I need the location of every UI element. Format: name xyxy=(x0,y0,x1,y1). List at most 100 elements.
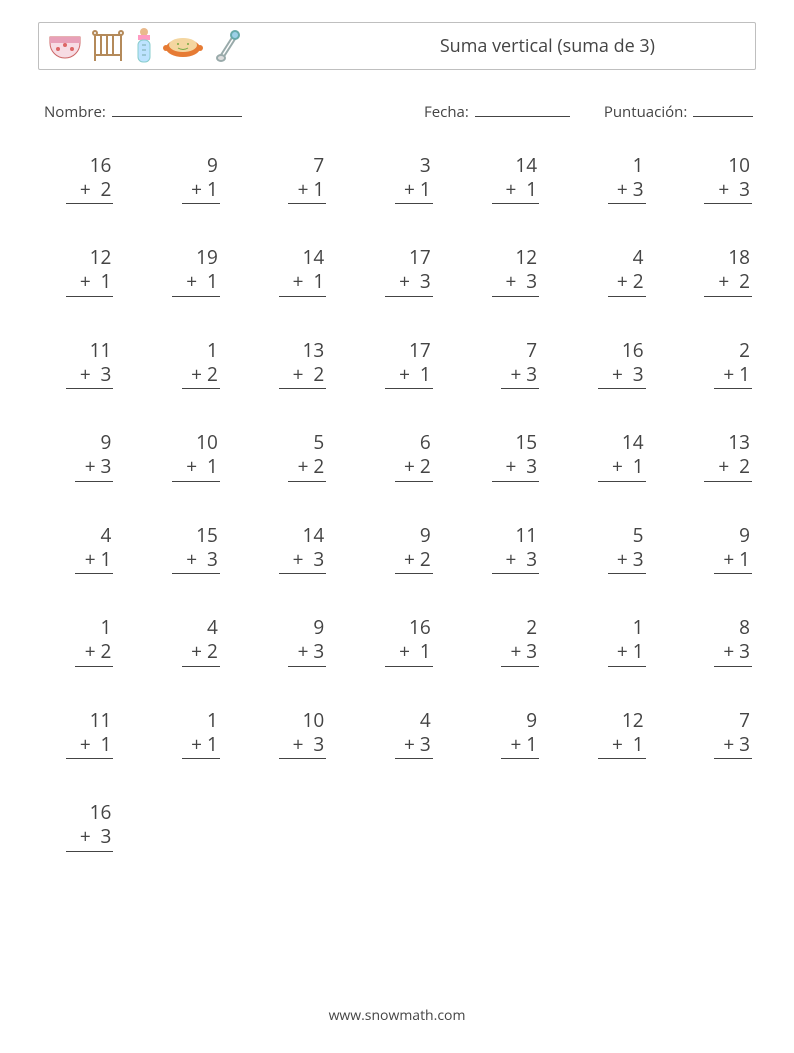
problem-cell: 2+ 1 xyxy=(681,339,752,390)
addend-top: 7 xyxy=(288,154,326,178)
problem-cell: 17+ 3 xyxy=(361,246,432,297)
addend-bottom: + 2 xyxy=(608,270,646,297)
addend-bottom: + 2 xyxy=(182,363,220,390)
addend-top: 15 xyxy=(492,431,540,455)
safety-pin-icon xyxy=(211,28,243,64)
header-bar: Suma vertical (suma de 3) xyxy=(38,22,756,70)
problem-cell: 16+ 3 xyxy=(574,339,645,390)
addend-bottom: + 3 xyxy=(288,640,326,667)
problem-cell: 10+ 1 xyxy=(148,431,219,482)
addend-top: 11 xyxy=(66,709,114,733)
addend-bottom: + 3 xyxy=(385,270,433,297)
addend-top: 18 xyxy=(704,246,752,270)
addend-top: 16 xyxy=(598,339,646,363)
addend-top: 14 xyxy=(279,524,327,548)
addend-bottom: + 3 xyxy=(279,548,327,575)
addend-bottom: + 3 xyxy=(608,548,646,575)
addend-bottom: + 3 xyxy=(501,640,539,667)
addend-top: 3 xyxy=(395,154,433,178)
addend-bottom: + 3 xyxy=(598,363,646,390)
date-blank xyxy=(475,100,570,117)
addend-bottom: + 1 xyxy=(598,455,646,482)
addend-bottom: + 1 xyxy=(288,178,326,205)
header-icons xyxy=(47,28,243,64)
addend-top: 12 xyxy=(492,246,540,270)
problem-cell: 14+ 1 xyxy=(255,246,326,297)
problem-cell: 14+ 1 xyxy=(574,431,645,482)
problem-cell: 1+ 2 xyxy=(148,339,219,390)
problem-cell: 6+ 2 xyxy=(361,431,432,482)
problem-cell: 15+ 3 xyxy=(468,431,539,482)
addend-top: 1 xyxy=(182,709,220,733)
addend-bottom: + 1 xyxy=(608,640,646,667)
problem-cell: 2+ 3 xyxy=(468,616,539,667)
problem-cell: 17+ 1 xyxy=(361,339,432,390)
meta-row: Nombre: Fecha: Puntuación: xyxy=(38,100,756,122)
score-blank xyxy=(693,100,753,117)
addend-bottom: + 2 xyxy=(279,363,327,390)
problem-cell: 1+ 3 xyxy=(574,154,645,205)
problem-cell: 5+ 2 xyxy=(255,431,326,482)
addend-top: 12 xyxy=(66,246,114,270)
problem-cell: 18+ 2 xyxy=(681,246,752,297)
addend-bottom: + 1 xyxy=(385,363,433,390)
addend-bottom: + 2 xyxy=(288,455,326,482)
addend-bottom: + 3 xyxy=(66,825,114,852)
addend-top: 2 xyxy=(714,339,752,363)
problem-cell: 16+ 3 xyxy=(42,801,113,852)
addend-bottom: + 1 xyxy=(501,733,539,760)
name-label: Nombre: xyxy=(44,102,106,122)
problem-cell: 19+ 1 xyxy=(148,246,219,297)
addend-top: 14 xyxy=(279,246,327,270)
addend-top: 1 xyxy=(75,616,113,640)
problem-cell: 7+ 3 xyxy=(681,709,752,760)
addend-bottom: + 2 xyxy=(66,178,114,205)
addend-top: 9 xyxy=(75,431,113,455)
addend-bottom: + 1 xyxy=(492,178,540,205)
addend-bottom: + 2 xyxy=(395,455,433,482)
addend-bottom: + 3 xyxy=(75,455,113,482)
problem-cell: 5+ 3 xyxy=(574,524,645,575)
problem-cell: 1+ 2 xyxy=(42,616,113,667)
problem-cell: 9+ 3 xyxy=(42,431,113,482)
addend-top: 17 xyxy=(385,246,433,270)
addend-top: 9 xyxy=(182,154,220,178)
problem-cell: 3+ 1 xyxy=(361,154,432,205)
addend-bottom: + 2 xyxy=(75,640,113,667)
problem-cell: 7+ 3 xyxy=(468,339,539,390)
addend-bottom: + 2 xyxy=(182,640,220,667)
score-label: Puntuación: xyxy=(604,102,687,122)
addend-bottom: + 3 xyxy=(714,733,752,760)
problem-cell: 13+ 2 xyxy=(255,339,326,390)
addend-bottom: + 1 xyxy=(279,270,327,297)
baby-bowl-icon xyxy=(163,28,203,64)
problem-cell: 14+ 1 xyxy=(468,154,539,205)
addend-top: 16 xyxy=(66,801,114,825)
problem-cell: 12+ 1 xyxy=(574,709,645,760)
addend-top: 2 xyxy=(501,616,539,640)
diaper-icon xyxy=(47,28,83,64)
problem-cell: 11+ 3 xyxy=(468,524,539,575)
addend-top: 4 xyxy=(75,524,113,548)
addend-top: 9 xyxy=(714,524,752,548)
problem-cell: 4+ 2 xyxy=(574,246,645,297)
addend-top: 5 xyxy=(288,431,326,455)
addend-top: 6 xyxy=(395,431,433,455)
addend-bottom: + 1 xyxy=(395,178,433,205)
addend-bottom: + 3 xyxy=(492,548,540,575)
addend-top: 1 xyxy=(182,339,220,363)
problem-cell: 4+ 1 xyxy=(42,524,113,575)
addend-bottom: + 1 xyxy=(172,270,220,297)
problem-cell: 13+ 2 xyxy=(681,431,752,482)
problem-cell: 4+ 3 xyxy=(361,709,432,760)
addend-bottom: + 3 xyxy=(704,178,752,205)
addend-top: 11 xyxy=(492,524,540,548)
addend-top: 16 xyxy=(385,616,433,640)
addend-top: 1 xyxy=(608,616,646,640)
problem-cell: 9+ 1 xyxy=(148,154,219,205)
addend-top: 16 xyxy=(66,154,114,178)
problem-cell: 16+ 2 xyxy=(42,154,113,205)
addend-bottom: + 1 xyxy=(66,733,114,760)
addend-bottom: + 1 xyxy=(714,363,752,390)
addend-top: 11 xyxy=(66,339,114,363)
